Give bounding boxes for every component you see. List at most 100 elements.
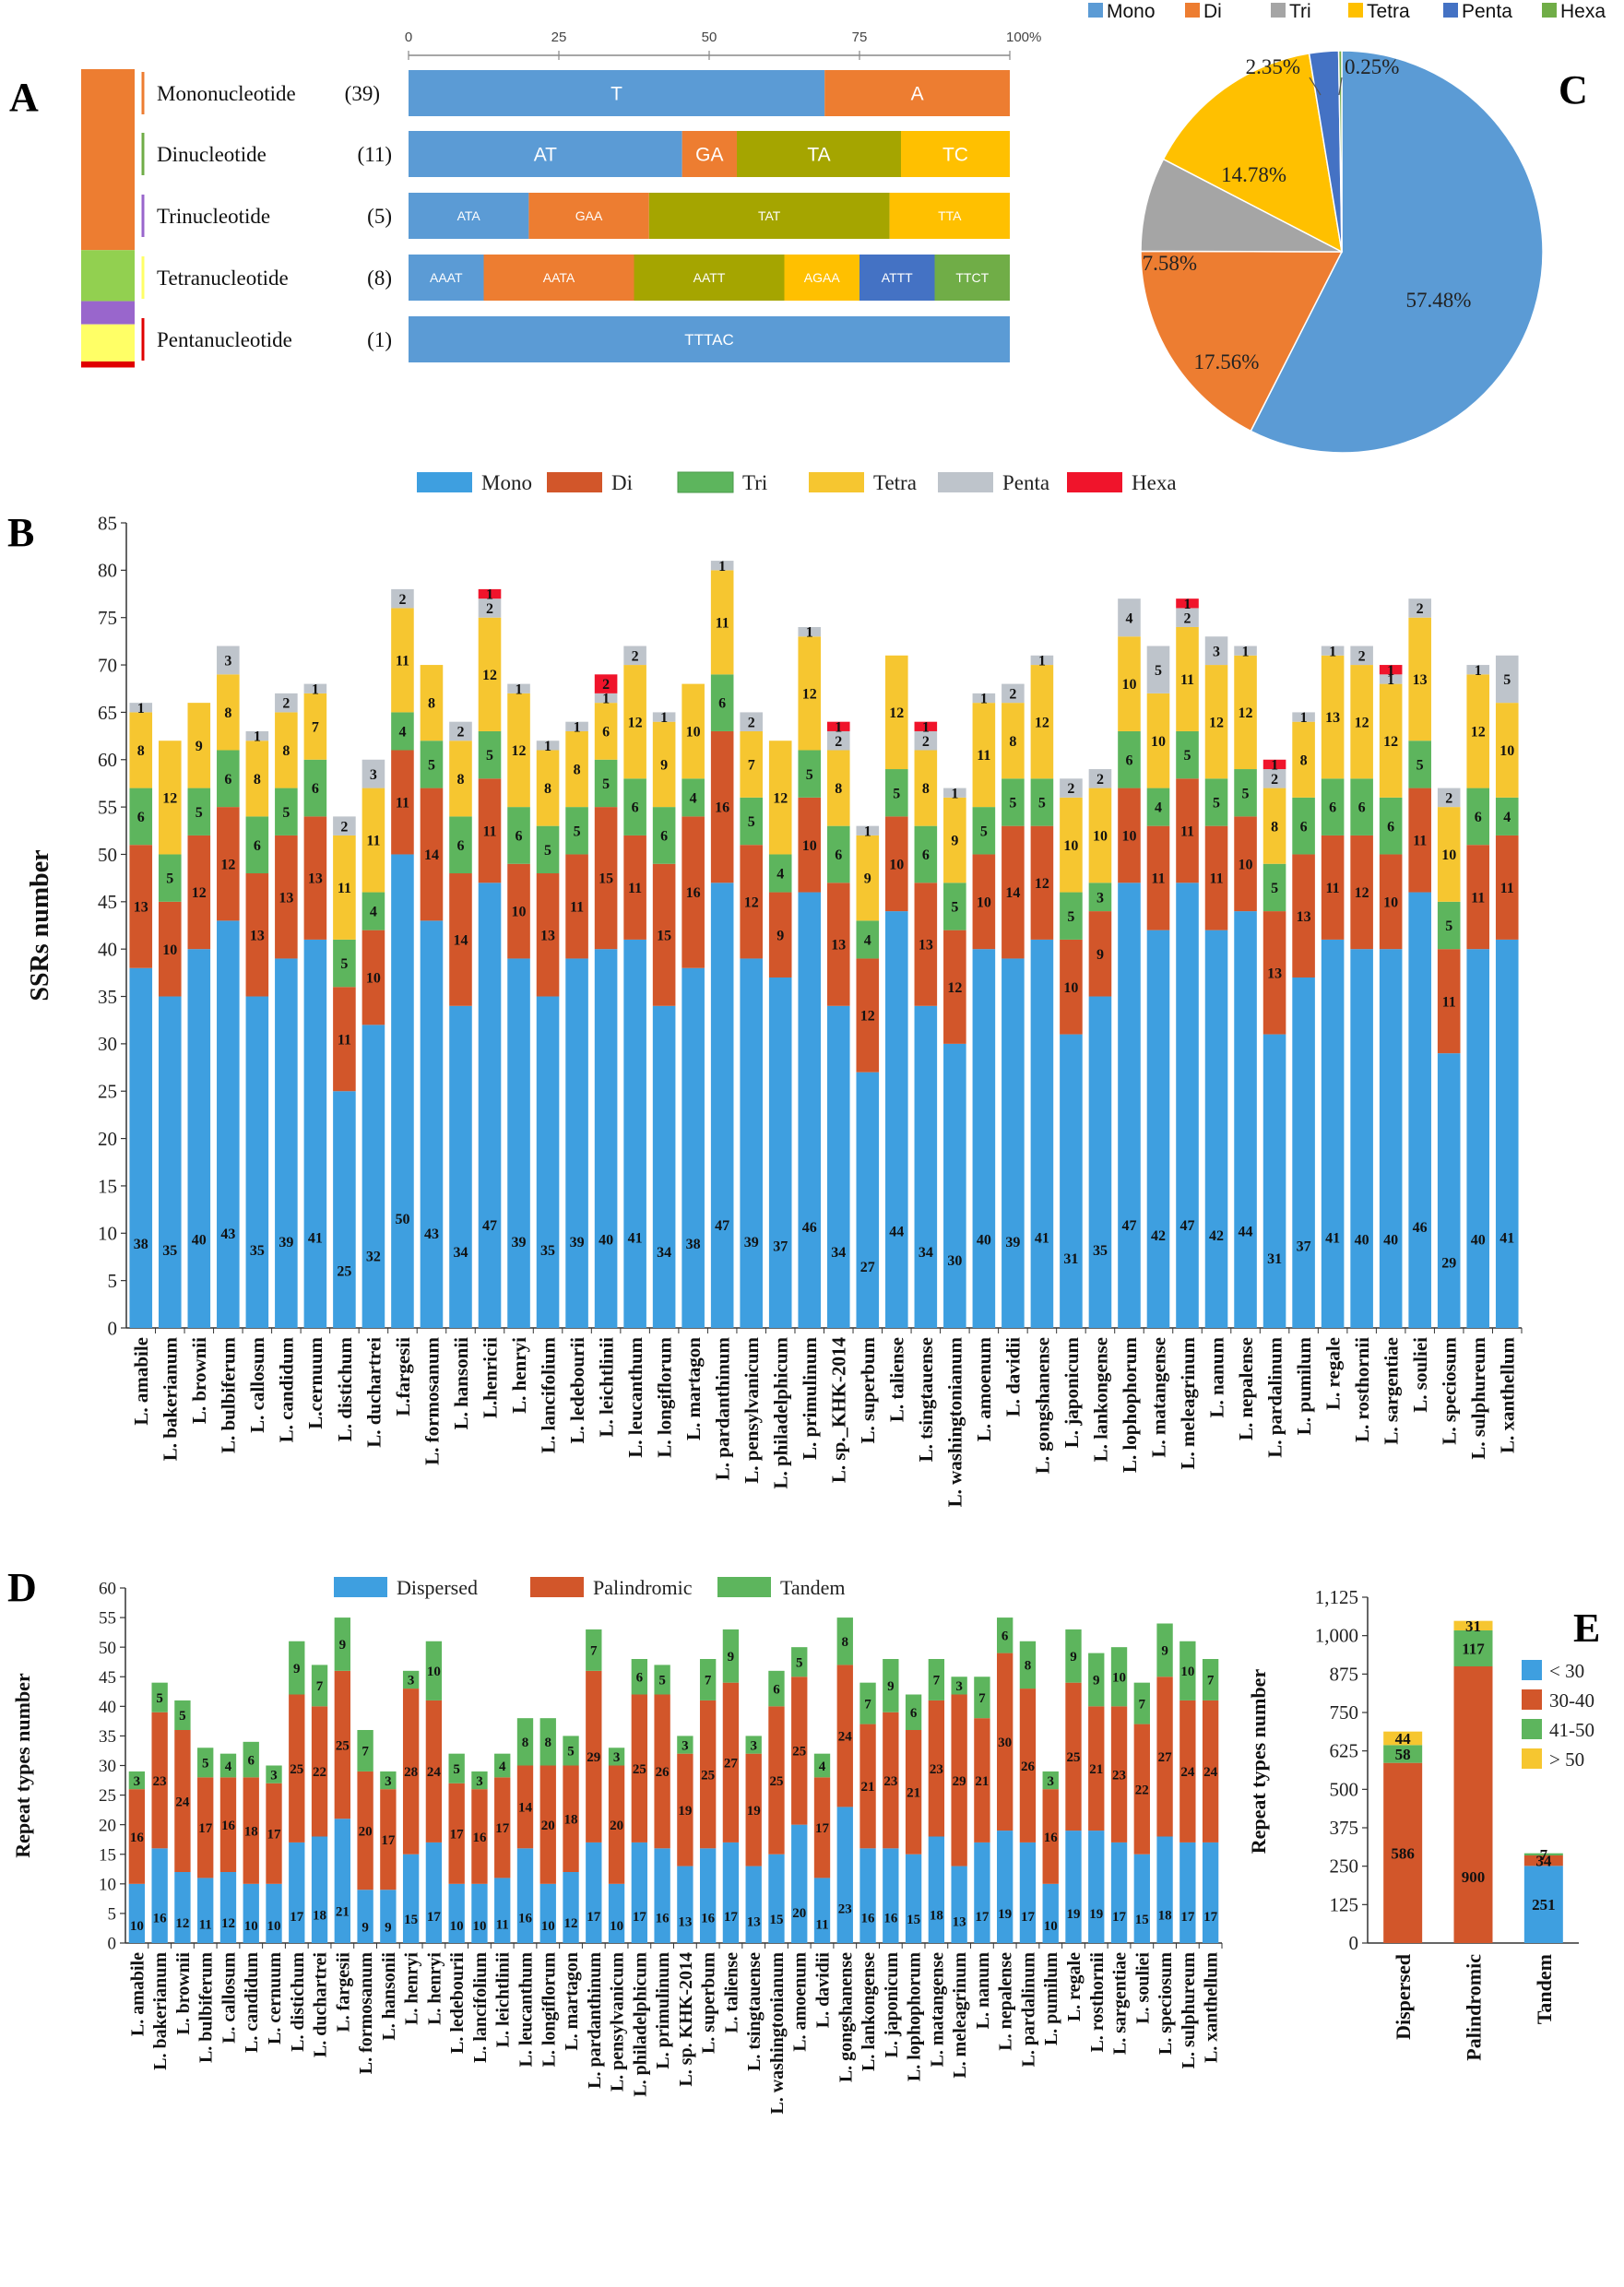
b-y-tick-label: 55 [98, 796, 117, 818]
b-category-label: L. gongshanense [1031, 1337, 1053, 1474]
b-bar-value-label: 12 [162, 790, 177, 806]
d-bar-segment [219, 1777, 237, 1872]
d-bar-value-label: 17 [198, 1821, 213, 1836]
b-bar-segment [710, 730, 734, 883]
b-bar-value-label: 9 [1096, 947, 1104, 963]
b-bar-segment [768, 854, 792, 893]
d-bar-segment [951, 1866, 967, 1943]
panel-c-legend-label: Di [1203, 1, 1222, 22]
b-bar-value-label: 10 [977, 895, 991, 910]
b-bar-value-label: 40 [599, 1233, 613, 1249]
b-bar-value-label: 1 [1242, 644, 1250, 659]
d-legend-swatch [530, 1577, 584, 1597]
b-bar-value-label: 39 [279, 1235, 293, 1250]
b-bar-value-label: 1 [1038, 654, 1046, 670]
b-bar-segment [856, 825, 880, 835]
b-bar-segment [1466, 665, 1490, 675]
d-bar-segment [425, 1842, 443, 1943]
d-bar-value-label: 16 [153, 1911, 168, 1926]
b-bar-value-label: 10 [802, 838, 817, 854]
e-bar-value-label: 117 [1462, 1641, 1485, 1658]
panel-a-segment-label: AT [534, 145, 557, 166]
b-bar-segment [972, 693, 996, 704]
b-bar-segment [826, 721, 850, 731]
b-y-tick-label: 45 [98, 891, 117, 913]
b-bar-value-label: 13 [1325, 710, 1340, 726]
b-bar-segment [740, 797, 763, 846]
b-bar-segment [943, 883, 966, 930]
b-bar-segment [536, 825, 560, 874]
d-bar-segment [1088, 1653, 1105, 1707]
b-category-label: L. souliei [1409, 1337, 1431, 1413]
b-category-label: L. rosthornii [1351, 1337, 1373, 1442]
d-bar-value-label: 17 [724, 1910, 739, 1925]
b-bar-segment [391, 854, 414, 1328]
d-bar-value-label: 22 [313, 1765, 326, 1780]
d-bar-segment [1179, 1641, 1196, 1700]
d-bar-segment [745, 1753, 762, 1866]
b-bar-value-label: 12 [947, 980, 962, 996]
b-bar-value-label: 13 [279, 890, 293, 906]
b-bar-value-label: 2 [632, 648, 639, 664]
b-bar-value-label: 12 [773, 790, 788, 806]
b-bar-segment [1118, 788, 1141, 883]
d-bar-segment [813, 1777, 831, 1878]
d-bar-segment [928, 1700, 945, 1837]
panel-a-row-count: (39) [345, 82, 380, 105]
b-bar-segment [1118, 598, 1141, 637]
d-bar-segment [243, 1777, 259, 1884]
b-bar-value-label: 31 [1267, 1251, 1282, 1267]
b-y-tick-label: 20 [98, 1128, 117, 1150]
d-category-label: L. davidii [813, 1952, 834, 2029]
panel-c-slice [1140, 250, 1344, 433]
d-bar-segment [380, 1789, 397, 1890]
d-category-label: L. nepalense [996, 1952, 1016, 2051]
b-bar-segment [362, 892, 385, 930]
b-y-tick-label: 75 [98, 607, 117, 629]
b-bar-value-label: 5 [282, 805, 290, 821]
b-bar-segment [826, 750, 850, 826]
d-bar-segment [722, 1682, 740, 1843]
d-legend-label: Palindromic [593, 1576, 693, 1599]
panel-c-legend-label: Mono [1107, 1, 1156, 22]
b-bar-value-label: 6 [456, 838, 464, 854]
d-bar-value-label: 27 [1158, 1750, 1173, 1765]
d-bar-value-label: 19 [1089, 1907, 1103, 1922]
b-bar-segment [507, 683, 530, 693]
b-category-label: L. taliense [886, 1337, 908, 1422]
b-bar-segment [682, 816, 705, 968]
d-bar-segment [768, 1854, 785, 1943]
d-bar-value-label: 29 [953, 1774, 966, 1789]
b-bar-segment [449, 741, 472, 817]
b-bar-value-label: 5 [1271, 881, 1278, 896]
b-bar-segment [275, 958, 298, 1328]
d-bar-segment [311, 1836, 328, 1943]
b-bar-segment [826, 1005, 850, 1328]
d-bar-segment [334, 1617, 350, 1671]
b-bar-segment [1030, 825, 1054, 940]
d-bar-value-label: 18 [244, 1824, 258, 1839]
b-bar-segment [652, 863, 676, 1006]
d-bar-value-label: 19 [678, 1804, 692, 1819]
d-category-label: L. brownii [173, 1952, 194, 2035]
d-bar-segment [974, 1677, 990, 1719]
e-bar-segment [1453, 1630, 1493, 1666]
d-bar-value-label: 22 [1135, 1783, 1149, 1797]
b-bar-segment [391, 608, 414, 713]
d-bar-value-label: 21 [861, 1780, 875, 1795]
b-bar-value-label: 12 [802, 686, 817, 702]
e-y-tick-label: 250 [1330, 1855, 1359, 1878]
b-bar-value-label: 39 [570, 1235, 585, 1250]
b-bar-segment [507, 863, 530, 959]
b-bar-segment [1379, 797, 1403, 855]
e-category-label: Tandem [1533, 1954, 1556, 2024]
e-bar-segment [1383, 1731, 1423, 1746]
b-bar-segment [1292, 797, 1315, 855]
b-bar-value-label: 1 [254, 729, 261, 745]
b-bar-value-label: 11 [1500, 881, 1514, 896]
panel-a-left-stack-segment [81, 250, 135, 302]
d-bar-segment [1088, 1831, 1105, 1943]
d-bar-value-label: 5 [658, 1674, 666, 1689]
e-category-label: Palindromic [1463, 1954, 1486, 2061]
b-bar-segment [333, 987, 356, 1092]
